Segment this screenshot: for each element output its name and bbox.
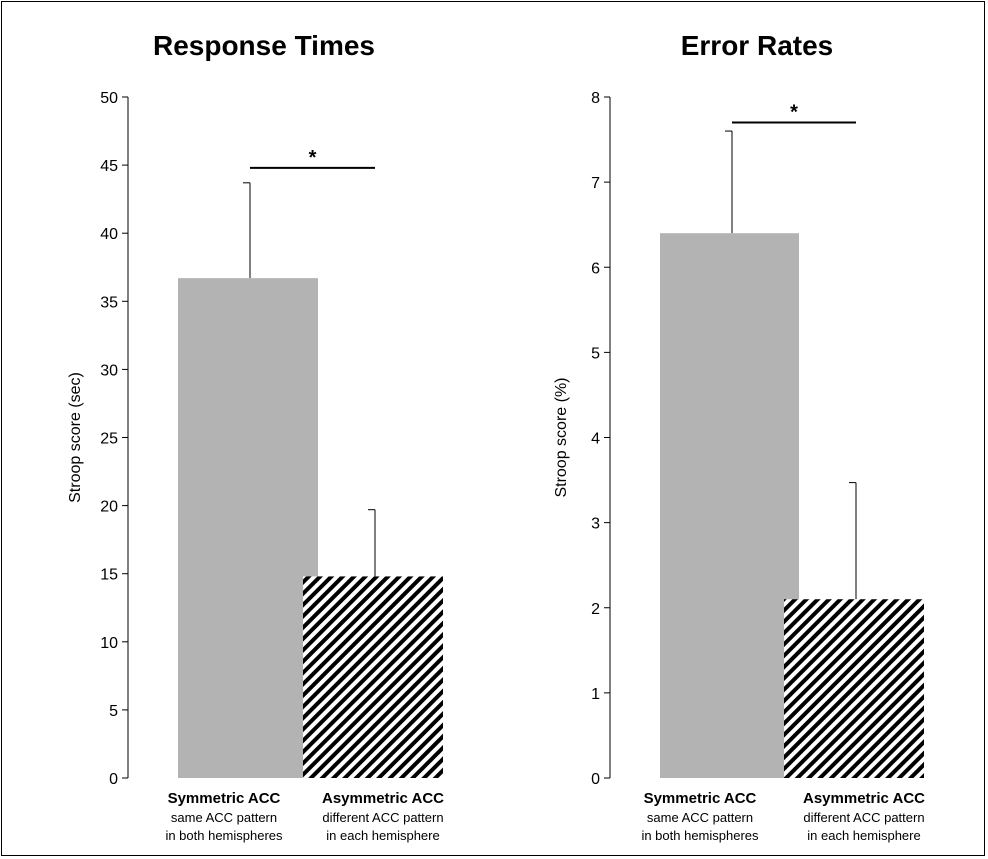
significance-star: * (309, 147, 317, 169)
category-label: Asymmetric ACC (322, 790, 444, 807)
category-sublabel: same ACC pattern (171, 810, 277, 825)
y-tick-label: 10 (100, 635, 118, 652)
category-sublabel: different ACC pattern (803, 810, 924, 825)
bar-1 (303, 576, 443, 778)
category-label: Symmetric ACC (168, 790, 281, 807)
y-tick-label: 5 (109, 703, 118, 720)
y-tick-label: 5 (591, 345, 600, 362)
bar-1 (784, 599, 924, 778)
y-tick-label: 35 (100, 294, 118, 311)
y-tick-label: 15 (100, 567, 118, 584)
y-tick-label: 20 (100, 499, 118, 516)
category-sublabel: in each hemisphere (807, 828, 920, 843)
y-axis-label: Stroop score (%) (553, 377, 570, 497)
chart-title: Response Times (153, 30, 375, 61)
y-tick-label: 8 (591, 90, 600, 107)
y-tick-label: 25 (100, 431, 118, 448)
category-sublabel: in each hemisphere (326, 828, 439, 843)
chart-title: Error Rates (681, 30, 834, 61)
category-sublabel: in both hemispheres (165, 828, 283, 843)
y-tick-label: 50 (100, 90, 118, 107)
y-tick-label: 45 (100, 158, 118, 175)
chart-panel-0: Response Times 0 5 10 15 20 25 30 35 40 45 50 Stroop… (67, 30, 444, 843)
y-axis-label: Stroop score (sec) (67, 372, 84, 503)
category-sublabel: same ACC pattern (647, 810, 753, 825)
chart-panel-1: Error Rates 0 1 2 3 4 5 6 7 8 Stroop score (%) * Sym… (553, 30, 925, 843)
y-tick-label: 6 (591, 260, 600, 277)
category-label: Asymmetric ACC (803, 790, 925, 807)
y-tick-label: 1 (591, 686, 600, 703)
y-tick-label: 0 (109, 771, 118, 788)
y-tick-label: 2 (591, 601, 600, 618)
bar-0 (660, 233, 799, 778)
significance-star: * (790, 102, 798, 124)
y-tick-label: 4 (591, 431, 600, 448)
category-sublabel: different ACC pattern (322, 810, 443, 825)
y-tick-label: 30 (100, 362, 118, 379)
y-tick-label: 7 (591, 175, 600, 192)
category-sublabel: in both hemispheres (641, 828, 759, 843)
y-tick-label: 3 (591, 516, 600, 533)
y-tick-label: 0 (591, 771, 600, 788)
y-tick-label: 40 (100, 226, 118, 243)
category-label: Symmetric ACC (644, 790, 757, 807)
bar-0 (178, 278, 318, 778)
